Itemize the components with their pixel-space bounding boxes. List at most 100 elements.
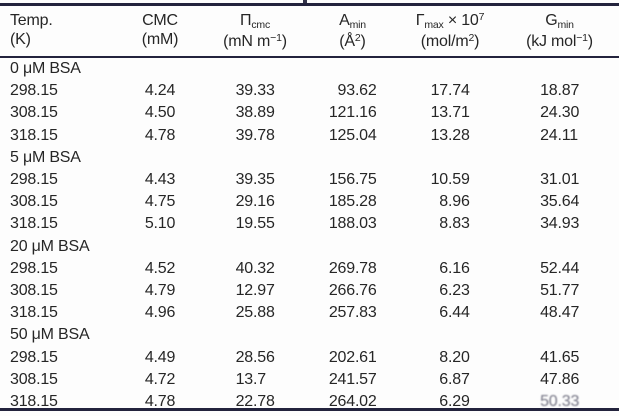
numeric-value: 5.10 xyxy=(144,215,176,233)
header-temp-line1: Temp. xyxy=(10,11,115,30)
value-cell: 4.78 xyxy=(115,391,205,413)
table-row: 298.15 4.49 28.56 202.61 8.20 41.65 xyxy=(0,347,619,369)
numeric-value: 4.78 xyxy=(144,126,176,144)
table-body: 0 μM BSA 298.15 4.24 39.33 93.62 17.74 18.87 30… xyxy=(0,57,619,413)
value-cell: 156.75 xyxy=(305,169,400,191)
header-text-segment: ) xyxy=(587,33,593,50)
numeric-value: 12.97 xyxy=(235,282,275,300)
numeric-value: 38.89 xyxy=(235,104,275,122)
header-text-segment: min xyxy=(349,19,367,31)
numeric-value: 22.78 xyxy=(235,393,275,411)
value-cell: 4.52 xyxy=(115,258,205,280)
numeric-value: 17.74 xyxy=(430,82,470,100)
value-cell: 47.86 xyxy=(500,369,619,391)
header-text-segment: Π xyxy=(239,12,252,29)
temp-value: 318.15 xyxy=(10,304,58,322)
temp-cell: 298.15 xyxy=(0,169,115,191)
value-cell: 6.29 xyxy=(400,391,500,413)
section-label: 0 μM BSA xyxy=(10,60,81,77)
temp-value: 318.15 xyxy=(10,126,58,144)
header-text-segment: G xyxy=(545,12,558,29)
value-cell: 269.78 xyxy=(305,258,400,280)
header-text-segment: Temp. xyxy=(10,12,53,29)
section-label: 20 μM BSA xyxy=(10,237,90,255)
numeric-value: 4.72 xyxy=(144,370,176,388)
numeric-value: 39.33 xyxy=(235,82,275,100)
section-label-cell: 5 μM BSA xyxy=(0,147,619,169)
numeric-value: 8.20 xyxy=(439,348,470,366)
numeric-value: 8.96 xyxy=(439,193,470,211)
numeric-value: 13.28 xyxy=(430,126,470,144)
value-cell: 4.43 xyxy=(115,169,205,191)
numeric-value: 241.57 xyxy=(328,370,377,388)
value-cell: 18.87 xyxy=(500,80,619,102)
section-row: 0 μM BSA xyxy=(0,57,619,80)
column-header-temp: Temp. (K) xyxy=(0,6,115,58)
numeric-value: 29.16 xyxy=(235,193,275,211)
value-cell: 4.96 xyxy=(115,302,205,324)
section-row: 5 μM BSA xyxy=(0,147,619,169)
header-g-min-line2: (kJ mol−1) xyxy=(500,32,619,53)
value-cell: 25.88 xyxy=(205,302,305,324)
numeric-value: 52.44 xyxy=(540,259,580,277)
header-pi-cmc-line1: Πcmc xyxy=(205,11,305,32)
temp-cell: 298.15 xyxy=(0,258,115,280)
table-row: 318.15 4.96 25.88 257.83 6.44 48.47 xyxy=(0,302,619,324)
header-text-segment: (kJ mol xyxy=(526,33,577,50)
header-cmc-line2: (mM) xyxy=(115,30,205,49)
header-gamma-max-line1: Γmax × 107 xyxy=(400,11,500,32)
value-cell: 29.16 xyxy=(205,191,305,213)
numeric-value: 4.50 xyxy=(144,104,176,122)
numeric-value: 41.65 xyxy=(540,348,580,366)
value-cell: 24.30 xyxy=(500,102,619,124)
numeric-value: 6.44 xyxy=(439,304,470,322)
numeric-value: 202.61 xyxy=(328,348,377,366)
value-cell: 48.47 xyxy=(500,302,619,324)
value-cell: 8.20 xyxy=(400,347,500,369)
temp-cell: 318.15 xyxy=(0,125,115,147)
numeric-value: 10.59 xyxy=(430,171,470,189)
value-cell: 38.89 xyxy=(205,102,305,124)
header-text-segment: ) xyxy=(474,33,480,50)
header-a-min-line1: Amin xyxy=(305,11,400,32)
table-top-rule xyxy=(0,3,619,6)
table-row: 308.15 4.75 29.16 185.28 8.96 35.64 xyxy=(0,191,619,213)
numeric-value: 6.23 xyxy=(439,282,470,300)
temp-value: 308.15 xyxy=(10,193,58,211)
value-cell: 185.28 xyxy=(305,191,400,213)
table-row: 308.15 4.72 13.7 241.57 6.87 47.86 xyxy=(0,369,619,391)
numeric-value: 4.24 xyxy=(144,82,176,100)
column-header-cmc: CMC (mM) xyxy=(115,6,205,58)
numeric-value: 24.11 xyxy=(540,126,578,144)
value-cell: 39.78 xyxy=(205,125,305,147)
temp-value: 298.15 xyxy=(10,348,58,366)
table-row: 318.15 4.78 22.78 264.02 6.29 50.33 xyxy=(0,391,619,413)
temp-cell: 308.15 xyxy=(0,369,115,391)
table-row: 318.15 4.78 39.78 125.04 13.28 24.11 xyxy=(0,125,619,147)
header-g-min-line1: Gmin xyxy=(500,11,619,32)
numeric-value: 6.29 xyxy=(439,393,470,411)
section-row: 50 μM BSA xyxy=(0,324,619,346)
numeric-value: 19.55 xyxy=(235,215,275,233)
numeric-value: 35.64 xyxy=(540,193,580,211)
header-cmc-line1: CMC xyxy=(115,11,205,30)
section-label-cell: 50 μM BSA xyxy=(0,324,619,346)
value-cell: 125.04 xyxy=(305,125,400,147)
numeric-value: 40.32 xyxy=(235,259,275,277)
header-gamma-max-line2: (mol/m2) xyxy=(400,32,500,53)
numeric-value: 39.35 xyxy=(235,171,275,189)
value-cell: 4.50 xyxy=(115,102,205,124)
temp-value: 298.15 xyxy=(10,171,58,189)
numeric-value: 4.78 xyxy=(144,393,176,411)
numeric-value: 34.93 xyxy=(540,215,580,233)
value-cell: 4.78 xyxy=(115,125,205,147)
value-cell: 257.83 xyxy=(305,302,400,324)
header-text-segment: −1 xyxy=(576,32,588,44)
value-cell: 13.28 xyxy=(400,125,500,147)
column-header-g-min: Gmin (kJ mol−1) xyxy=(500,6,619,58)
numeric-value: 25.88 xyxy=(235,304,275,322)
numeric-value: 121.16 xyxy=(328,104,377,122)
value-cell: 4.79 xyxy=(115,280,205,302)
header-text-segment: 2 xyxy=(354,32,361,44)
temp-value: 298.15 xyxy=(10,259,58,277)
